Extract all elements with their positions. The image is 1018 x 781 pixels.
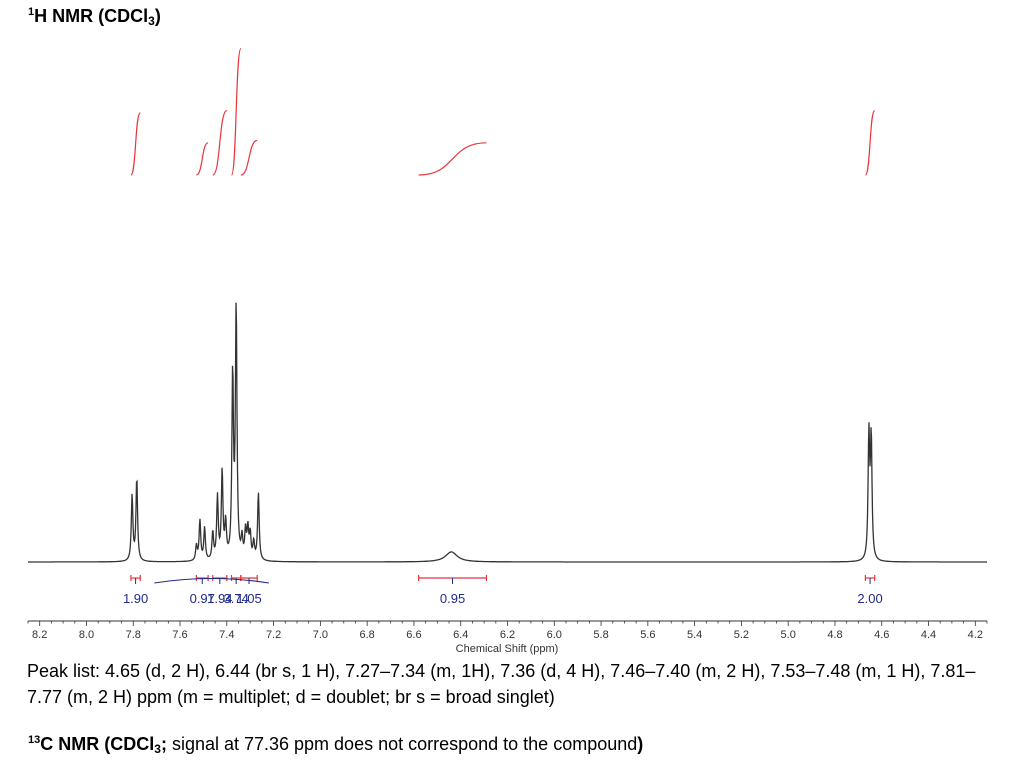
x-tick-label: 7.8 <box>126 629 141 641</box>
x-axis: 8.2 8.0 7.8 7.6 7.4 7.2 7.0 6.8 6.6 6.4 6.2 6.0 5.8 5… <box>27 620 988 641</box>
integral-labels: 1.90 0.971.943.741.05 0.95 2.00 <box>123 591 883 606</box>
x-tick-label: 8.0 <box>79 629 94 641</box>
x-tick-label: 7.2 <box>266 629 281 641</box>
c13-title-subscript: 3 <box>154 742 161 756</box>
x-tick-label: 6.4 <box>453 629 468 641</box>
integral-curve <box>240 139 258 176</box>
x-tick-label: 5.6 <box>640 629 655 641</box>
x-tick-label: 4.8 <box>827 629 842 641</box>
c13-title-semicolon: ; <box>160 734 167 754</box>
integral-curves <box>130 47 876 176</box>
x-tick-label: 5.8 <box>593 629 608 641</box>
c13-title-text: C NMR (CDCl <box>40 734 155 754</box>
c13-title: 13C NMR (CDCl3; signal at 77.36 ppm does… <box>28 734 643 756</box>
c13-note: signal at 77.36 ppm does not correspond … <box>166 734 638 754</box>
x-tick-label: 7.6 <box>172 629 187 641</box>
x-tick-label: 4.4 <box>921 629 936 641</box>
x-tick-label: 6.2 <box>500 629 515 641</box>
integral-label: 1.94 <box>207 591 232 606</box>
x-tick-label: 7.0 <box>313 629 328 641</box>
integral-label: 1.90 <box>123 591 148 606</box>
integral-curve <box>212 110 228 176</box>
title-close: ) <box>154 6 161 26</box>
c13-title-close: ) <box>637 734 644 754</box>
x-tick-label: 4.6 <box>874 629 889 641</box>
integral-label: 1.05 <box>236 591 261 606</box>
integral-group-bracket <box>154 577 270 584</box>
x-tick-label: 6.0 <box>547 629 562 641</box>
x-tick-label: 8.2 <box>32 629 47 641</box>
integral-curve <box>196 142 209 176</box>
x-tick-label: 5.4 <box>687 629 702 641</box>
spectrum-title: 1H NMR (CDCl3) <box>28 6 161 28</box>
title-subscript: 3 <box>148 14 155 28</box>
integral-label: 0.97 <box>190 591 215 606</box>
peak-list-text: Peak list: 4.65 (d, 2 H), 6.44 (br s, 1 … <box>27 661 976 707</box>
nmr-spectrum-chart: 1.90 0.971.943.741.05 0.95 2.00 8.2 8.0 7.8 7.… <box>27 47 988 655</box>
c13-isotope-superscript: 13 <box>28 734 41 746</box>
integral-curve <box>418 142 487 176</box>
integral-label: 0.95 <box>440 591 465 606</box>
x-tick-label: 5.2 <box>734 629 749 641</box>
x-tick-label: 4.2 <box>968 629 983 641</box>
integral-curve <box>864 110 876 176</box>
title-text: H NMR (CDCl <box>34 6 149 26</box>
x-tick-label: 6.6 <box>406 629 421 641</box>
integral-curve <box>230 47 242 176</box>
x-tick-label: 7.4 <box>219 629 234 641</box>
integral-label: 3.74 <box>224 591 249 606</box>
x-tick-label: 6.8 <box>360 629 375 641</box>
integral-label: 2.00 <box>857 591 882 606</box>
spectrum-trace <box>28 302 987 563</box>
integral-curve <box>130 112 141 176</box>
x-tick-label: 5.0 <box>781 629 796 641</box>
x-axis-label: Chemical Shift (ppm) <box>456 643 559 655</box>
isotope-superscript: 1 <box>28 6 35 18</box>
integral-brackets <box>130 575 876 584</box>
